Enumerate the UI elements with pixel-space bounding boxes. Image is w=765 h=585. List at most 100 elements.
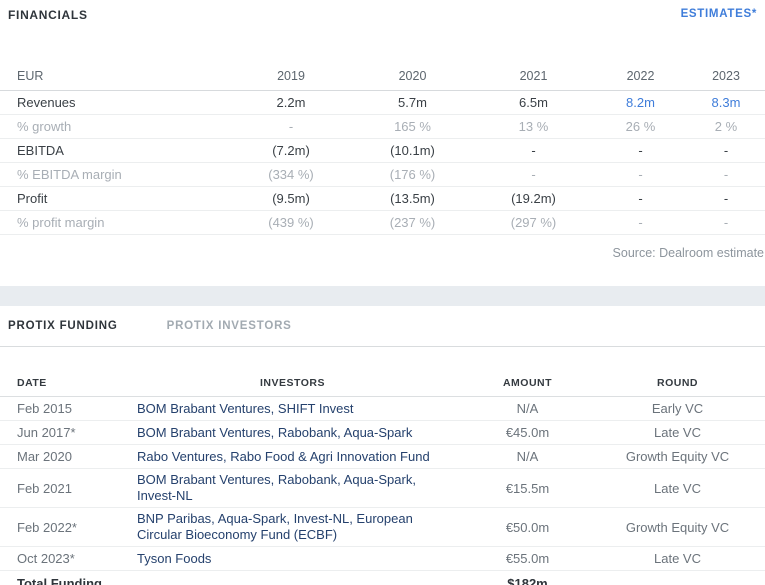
metric-value: 8.2m (594, 90, 687, 115)
metric-value: (334 %) (230, 162, 352, 187)
funding-investors-link[interactable]: Rabo Ventures, Rabo Food & Agri Innovati… (120, 444, 465, 469)
round-column-header: ROUND (590, 369, 765, 397)
metric-value: - (594, 138, 687, 163)
tab-protix-investors[interactable]: PROTIX INVESTORS (166, 319, 292, 332)
financials-row: % profit margin (439 %) (237 %) (297 %) - - (0, 210, 765, 235)
financials-table: EUR 2019 2020 2021 2022 2023 Revenues 2.2… (0, 62, 765, 235)
metric-value: (13.5m) (352, 186, 473, 211)
metric-value: 6.5m (473, 90, 594, 115)
funding-date: Feb 2021 (0, 468, 120, 508)
financials-row: % EBITDA margin (334 %) (176 %) - - - (0, 162, 765, 187)
metric-label: Revenues (0, 90, 230, 115)
metric-label: % growth (0, 114, 230, 139)
funding-amount: N/A (465, 444, 590, 469)
metric-value: 5.7m (352, 90, 473, 115)
funding-round: Growth Equity VC (590, 507, 765, 547)
metric-value: - (687, 186, 765, 211)
metric-value: - (230, 114, 352, 139)
metric-value: - (594, 210, 687, 235)
metric-value: 26 % (594, 114, 687, 139)
metric-label: % profit margin (0, 210, 230, 235)
empty-cell (590, 570, 765, 585)
metric-label: % EBITDA margin (0, 162, 230, 187)
metric-value: 8.3m (687, 90, 765, 115)
funding-date: Jun 2017* (0, 420, 120, 445)
total-funding-amount: $182m (465, 570, 590, 585)
funding-amount: €55.0m (465, 546, 590, 571)
funding-amount: €50.0m (465, 507, 590, 547)
metric-value: (19.2m) (473, 186, 594, 211)
metric-value: - (594, 186, 687, 211)
funding-row: Feb 2022* BNP Paribas, Aqua-Spark, Invest… (0, 507, 765, 547)
year-header: 2019 (230, 62, 352, 91)
funding-amount: €45.0m (465, 420, 590, 445)
financials-row: EBITDA (7.2m) (10.1m) - - - (0, 138, 765, 163)
funding-investors-link[interactable]: BOM Brabant Ventures, SHIFT Invest (120, 396, 465, 421)
funding-round: Growth Equity VC (590, 444, 765, 469)
metric-value: (439 %) (230, 210, 352, 235)
funding-header-row: DATE INVESTORS AMOUNT ROUND (0, 369, 765, 397)
amount-column-header: AMOUNT (465, 369, 590, 397)
funding-row: Mar 2020 Rabo Ventures, Rabo Food & Agri … (0, 444, 765, 469)
funding-investors-link[interactable]: Tyson Foods (120, 546, 465, 571)
funding-row: Feb 2021 BOM Brabant Ventures, Rabobank, … (0, 468, 765, 508)
funding-date: Feb 2022* (0, 507, 120, 547)
metric-value: - (473, 138, 594, 163)
metric-value: (10.1m) (352, 138, 473, 163)
funding-investors-link[interactable]: BNP Paribas, Aqua-Spark, Invest-NL, Euro… (120, 507, 465, 547)
funding-date: Oct 2023* (0, 546, 120, 571)
funding-row: Oct 2023* Tyson Foods €55.0m Late VC (0, 546, 765, 571)
metric-value: (237 %) (352, 210, 473, 235)
unit-header: EUR (0, 62, 230, 91)
year-header: 2022 (594, 62, 687, 91)
funding-table: DATE INVESTORS AMOUNT ROUND Feb 2015 BOM … (0, 369, 765, 585)
metric-value: - (473, 162, 594, 187)
funding-round: Early VC (590, 396, 765, 421)
metric-value: (7.2m) (230, 138, 352, 163)
total-funding-label: Total Funding (0, 570, 120, 585)
funding-round: Late VC (590, 420, 765, 445)
financials-header: FINANCIALS ESTIMATES* (0, 0, 765, 22)
funding-investors-link[interactable]: BOM Brabant Ventures, Rabobank, Aqua-Spa… (120, 420, 465, 445)
funding-date: Mar 2020 (0, 444, 120, 469)
funding-table-body: Feb 2015 BOM Brabant Ventures, SHIFT Inve… (0, 396, 765, 585)
financials-row: Profit (9.5m) (13.5m) (19.2m) - - (0, 186, 765, 211)
estimates-link[interactable]: ESTIMATES* (680, 8, 757, 20)
funding-amount: N/A (465, 396, 590, 421)
metric-value: - (594, 162, 687, 187)
date-column-header: DATE (0, 369, 120, 397)
metric-value: 165 % (352, 114, 473, 139)
section-divider-band (0, 285, 765, 306)
funding-round: Late VC (590, 546, 765, 571)
metric-value: - (687, 138, 765, 163)
total-funding-row: Total Funding $182m (0, 570, 765, 585)
year-header: 2020 (352, 62, 473, 91)
metric-value: 2 % (687, 114, 765, 139)
financials-header-row: EUR 2019 2020 2021 2022 2023 (0, 62, 765, 91)
metric-value: 13 % (473, 114, 594, 139)
funding-row: Jun 2017* BOM Brabant Ventures, Rabobank,… (0, 420, 765, 445)
metric-value: (297 %) (473, 210, 594, 235)
year-header: 2023 (687, 62, 765, 91)
funding-row: Feb 2015 BOM Brabant Ventures, SHIFT Inve… (0, 396, 765, 421)
metric-value: (9.5m) (230, 186, 352, 211)
financials-table-body: Revenues 2.2m 5.7m 6.5m 8.2m 8.3m% growth -165… (0, 90, 765, 235)
funding-investors-link[interactable]: BOM Brabant Ventures, Rabobank, Aqua-Spa… (120, 468, 465, 508)
metric-label: EBITDA (0, 138, 230, 163)
financials-row: % growth -165 % 13 % 26 % 2 % (0, 114, 765, 139)
source-note: Source: Dealroom estimate (612, 245, 764, 260)
funding-date: Feb 2015 (0, 396, 120, 421)
financials-row: Revenues 2.2m 5.7m 6.5m 8.2m 8.3m (0, 90, 765, 115)
metric-label: Profit (0, 186, 230, 211)
funding-amount: €15.5m (465, 468, 590, 508)
investors-column-header: INVESTORS (120, 369, 465, 397)
empty-cell (120, 570, 465, 585)
tab-protix-funding[interactable]: PROTIX FUNDING (8, 319, 118, 332)
metric-value: (176 %) (352, 162, 473, 187)
metric-value: - (687, 162, 765, 187)
metric-value: 2.2m (230, 90, 352, 115)
metric-value: - (687, 210, 765, 235)
funding-tabs: PROTIX FUNDING PROTIX INVESTORS (0, 306, 765, 347)
year-header: 2021 (473, 62, 594, 91)
